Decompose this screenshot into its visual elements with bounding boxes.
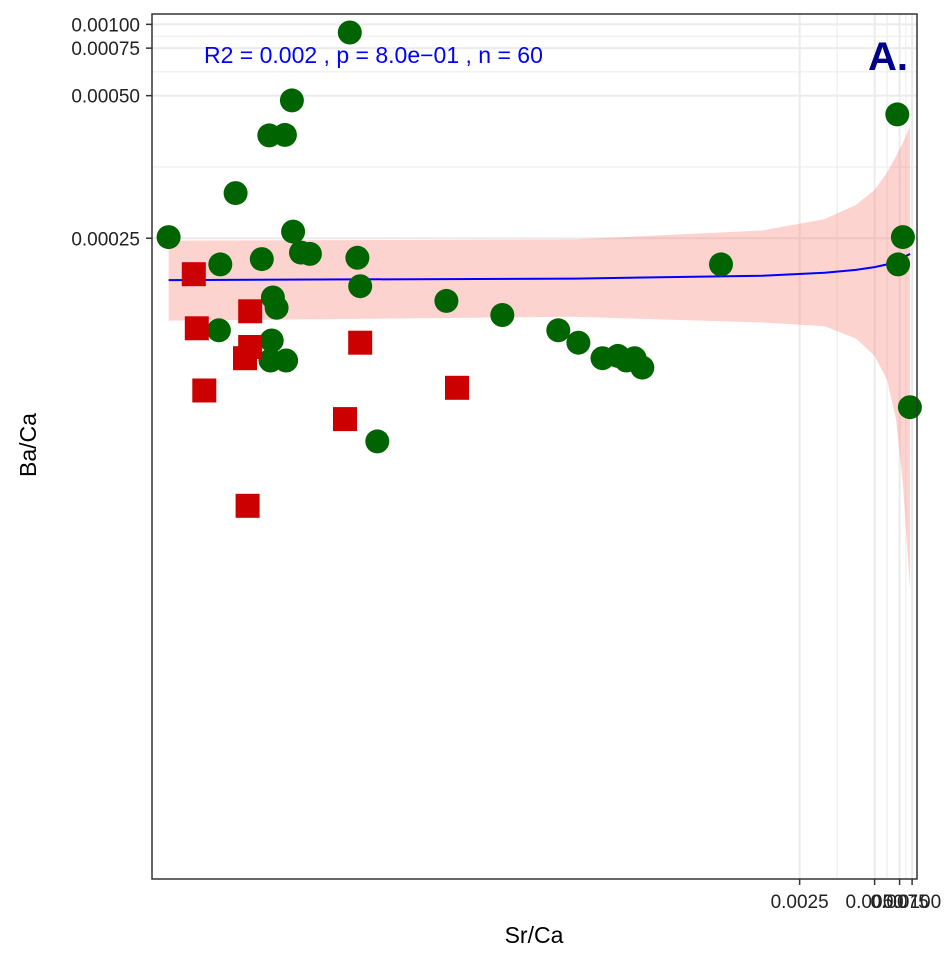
data-point-circle [365,429,390,454]
data-point-circle [886,252,911,277]
confidence-band-area [168,126,911,590]
data-point-circle [490,303,515,327]
data-point-circle [546,318,571,343]
data-point-circle [208,252,233,277]
data-point-circle [223,181,248,206]
data-point-square [445,375,469,400]
data-point-circle [434,288,459,313]
data-point-circle [337,20,362,45]
data-point-square [184,316,209,341]
x-axis-title: Sr/Ca [505,922,564,948]
data-point-circle [279,88,304,113]
data-point-circle [709,252,733,277]
data-point-square [238,335,263,359]
y-tick-label: 0.00100 [71,15,140,36]
y-tick-label: 0.00050 [71,87,140,108]
grid-lines [152,14,917,879]
y-tick-label: 0.00075 [71,39,140,60]
data-point-square [192,378,217,403]
data-point-circle [249,247,274,272]
fit-statistics-annotation: R2 = 0.002 , p = 8.0e−01 , n = 60 [204,42,543,68]
data-point-circle [274,348,299,373]
data-points [156,20,922,518]
data-point-circle [259,328,284,353]
x-tick-label: 0.0100 [883,892,941,913]
data-point-square [235,493,260,518]
data-point-circle [890,225,915,250]
data-point-square [348,330,373,355]
data-point-circle [897,395,922,420]
confidence-band [168,126,911,590]
data-point-circle [348,274,373,299]
data-point-square [181,262,206,287]
x-tick-label: 0.0025 [771,892,829,913]
data-point-circle [297,241,322,266]
x-tick-label: 0.0075 [871,892,929,913]
plot-panel-border [151,13,918,880]
panel-label: A. [868,35,908,79]
data-point-square [238,299,263,324]
data-point-square [333,407,357,432]
data-point-circle [156,225,181,250]
data-point-circle [630,355,655,380]
y-axis-title: Ba/Ca [15,413,41,477]
data-point-circle [566,330,591,355]
data-point-circle [345,245,370,270]
data-point-circle [272,122,297,147]
y-tick-label: 0.00025 [71,229,140,250]
data-point-circle [206,318,231,343]
data-point-circle [264,295,289,320]
data-point-circle [885,102,910,127]
x-tick-label: 0.0050 [846,892,904,913]
data-point-circle [281,219,306,244]
